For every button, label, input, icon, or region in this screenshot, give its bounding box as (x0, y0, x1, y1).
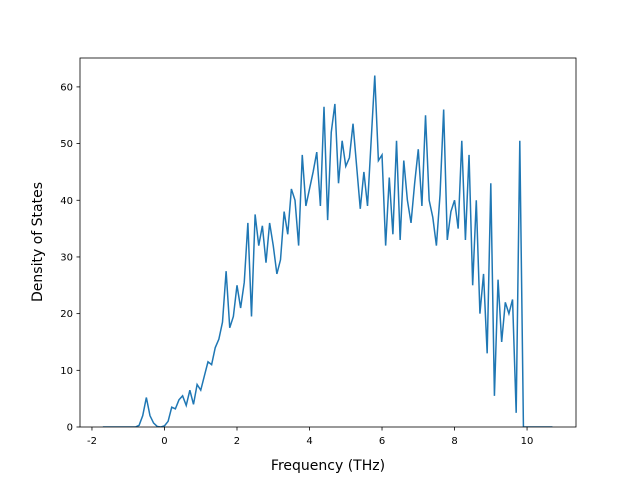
line-series (102, 75, 553, 427)
x-tick-label: -2 (87, 436, 97, 447)
y-tick-label: 30 (60, 252, 73, 263)
x-tick-label: 4 (306, 436, 312, 447)
x-tick-label: 10 (521, 436, 534, 447)
plot-frame (79, 57, 577, 428)
x-tick-label: 6 (379, 436, 385, 447)
y-tick-label: 10 (60, 366, 73, 377)
y-tick-label: 40 (60, 196, 73, 207)
y-tick-label: 0 (67, 423, 73, 434)
x-tick-label: 2 (234, 436, 240, 447)
y-tick-label: 60 (60, 82, 73, 93)
y-axis-label: Density of States (30, 182, 46, 302)
y-tick-label: 50 (60, 139, 73, 150)
x-axis-label: Frequency (THz) (271, 458, 385, 474)
x-tick-label: 8 (451, 436, 457, 447)
y-tick-label: 20 (60, 309, 73, 320)
x-tick-label: 0 (161, 436, 167, 447)
